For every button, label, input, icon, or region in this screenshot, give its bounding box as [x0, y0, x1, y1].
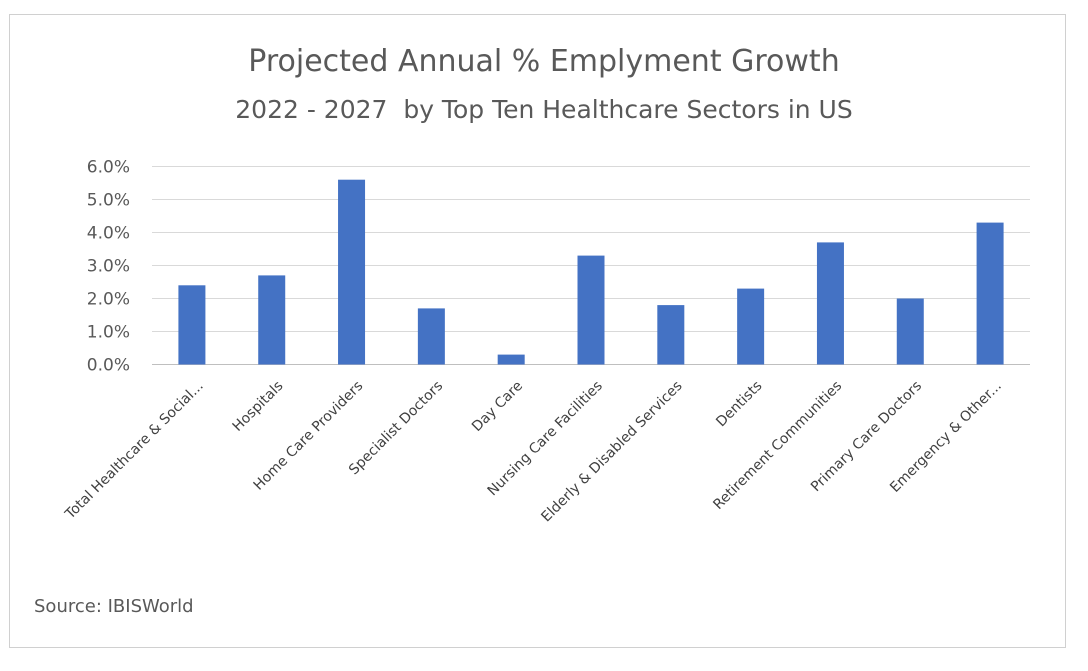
- x-category-label: Retirement Communities: [710, 378, 845, 513]
- y-tick-label: 1.0%: [87, 323, 130, 343]
- bar: [737, 288, 765, 365]
- x-category-label: Dentists: [713, 378, 765, 430]
- bar: [178, 285, 206, 365]
- bar: [258, 275, 286, 365]
- y-tick-label: 5.0%: [87, 191, 130, 211]
- x-category-label: Elderly & Disabled Services: [538, 378, 685, 525]
- bar: [816, 242, 844, 365]
- bar: [657, 305, 685, 365]
- chart-subtitle: 2022 - 2027 by Top Ten Healthcare Sector…: [235, 95, 853, 124]
- bar: [338, 179, 366, 365]
- x-category-label: Total Healthcare & Social...: [62, 378, 207, 523]
- x-category-label: Day Care: [469, 378, 526, 435]
- y-tick-label: 6.0%: [87, 158, 130, 178]
- y-tick-label: 4.0%: [87, 224, 130, 244]
- y-tick-label: 0.0%: [87, 356, 130, 376]
- source-note: Source: IBISWorld: [34, 596, 194, 617]
- y-tick-label: 3.0%: [87, 257, 130, 277]
- y-tick-label: 2.0%: [87, 290, 130, 310]
- bar: [577, 255, 605, 365]
- bar: [417, 308, 445, 365]
- bar: [976, 222, 1004, 365]
- x-category-label: Hospitals: [230, 378, 287, 435]
- bar: [896, 298, 924, 365]
- bar: [497, 354, 525, 365]
- chart-title: Projected Annual % Emplyment Growth: [248, 44, 840, 79]
